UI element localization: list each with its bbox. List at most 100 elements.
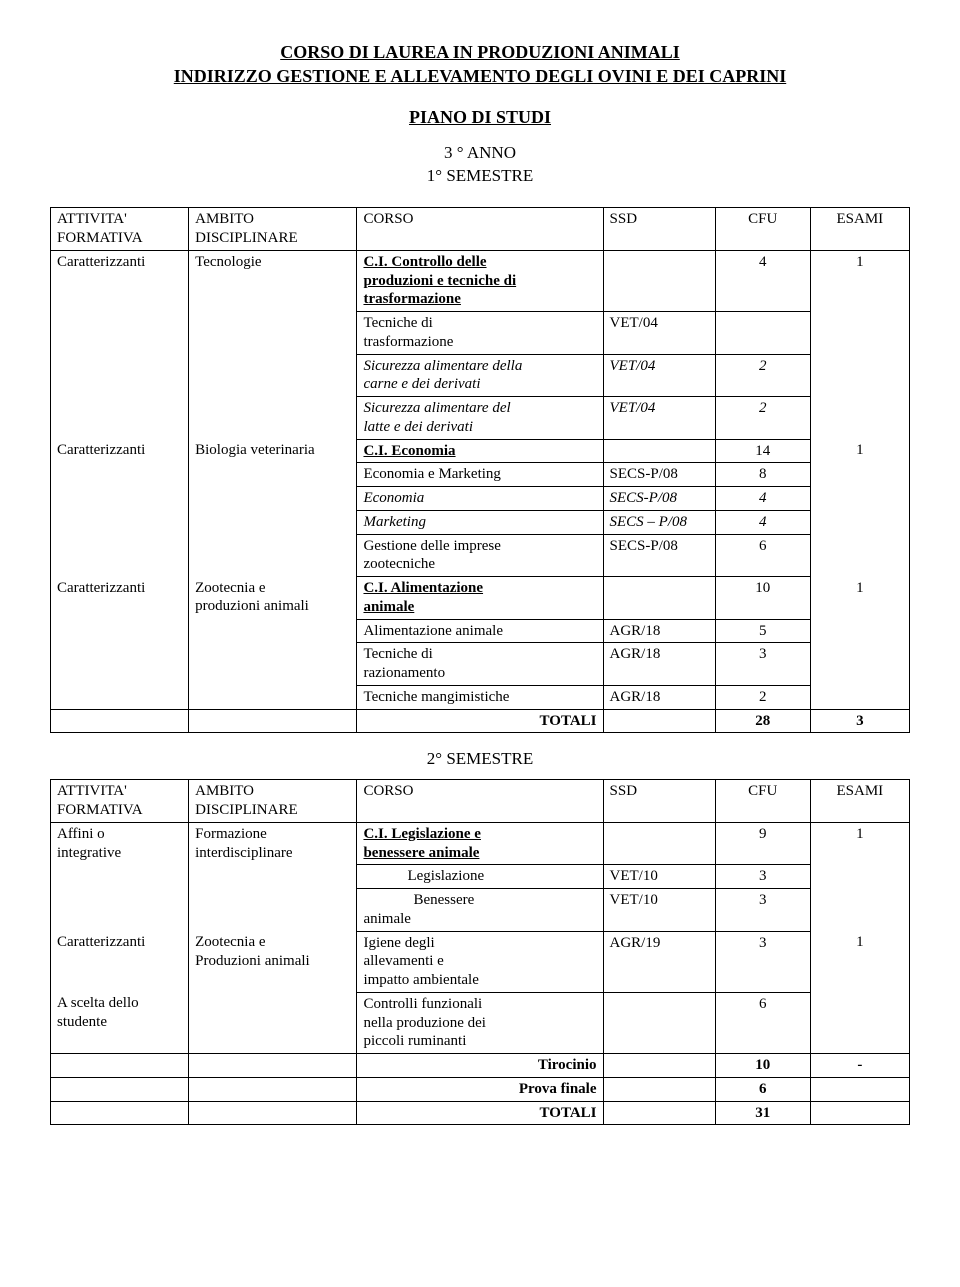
anno: 3 ° ANNO <box>50 142 910 165</box>
cell-corso: C.I. Economia <box>357 439 603 463</box>
cell-amb: Zootecnia e Produzioni animali <box>189 931 357 992</box>
piano-di-studi: PIANO DI STUDI <box>50 107 910 128</box>
cell-esami: - <box>810 1054 909 1078</box>
semestre-2: 2° SEMESTRE <box>50 749 910 769</box>
cell-ssd: SECS – P/08 <box>603 510 715 534</box>
cell-corso: Sicurezza alimentare del latte e dei der… <box>357 397 603 440</box>
table-row: Alimentazione animale AGR/18 5 <box>51 619 910 643</box>
cell-ssd: SECS-P/08 <box>603 463 715 487</box>
col-cfu: CFU <box>715 780 810 823</box>
cell-ssd <box>603 577 715 620</box>
cell-cfu: 4 <box>715 510 810 534</box>
cell-corso: Economia <box>357 487 603 511</box>
cell-cfu: 3 <box>715 643 810 686</box>
cell-cfu <box>715 312 810 355</box>
cell-ssd: VET/10 <box>603 865 715 889</box>
cell-amb: Tecnologie <box>189 250 357 311</box>
table-row: Marketing SECS – P/08 4 <box>51 510 910 534</box>
cell-ssd <box>603 250 715 311</box>
table-semestre-2: ATTIVITA' FORMATIVA AMBITO DISCIPLINARE … <box>50 779 910 1125</box>
table-row: Prova finale 6 <box>51 1077 910 1101</box>
cell-cfu: 6 <box>715 1077 810 1101</box>
table-row: Benessere animale VET/10 3 <box>51 889 910 932</box>
cell-ssd: AGR/18 <box>603 619 715 643</box>
cell-ssd: VET/04 <box>603 397 715 440</box>
table-row: Gestione delle imprese zootecniche SECS-… <box>51 534 910 577</box>
cell-att: Caratterizzanti <box>51 931 189 992</box>
col-esami: ESAMI <box>810 208 909 251</box>
cell-esami: 1 <box>810 931 909 992</box>
cell-corso: C.I. Alimentazione animale <box>357 577 603 620</box>
cell-cfu: 10 <box>715 577 810 620</box>
cell-cfu: 10 <box>715 1054 810 1078</box>
cell-att: Affini o integrative <box>51 822 189 865</box>
cell-cfu: 8 <box>715 463 810 487</box>
table-row: Legislazione VET/10 3 <box>51 865 910 889</box>
cell-cfu: 6 <box>715 992 810 1053</box>
cell-att: Caratterizzanti <box>51 577 189 620</box>
table-row: Caratterizzanti Tecnologie C.I. Controll… <box>51 250 910 311</box>
prova-finale-label: Prova finale <box>357 1077 603 1101</box>
col-ssd: SSD <box>603 780 715 823</box>
cell-corso: C.I. Controllo delle produzioni e tecnic… <box>357 250 603 311</box>
totali-cfu: 31 <box>715 1101 810 1125</box>
cell-corso: Igiene degli allevamenti e impatto ambie… <box>357 931 603 992</box>
cell-cfu: 2 <box>715 397 810 440</box>
cell-ssd: VET/10 <box>603 889 715 932</box>
col-esami: ESAMI <box>810 780 909 823</box>
semestre-1: 1° SEMESTRE <box>50 165 910 188</box>
table-row: Tecniche di trasformazione VET/04 <box>51 312 910 355</box>
cell-corso: Marketing <box>357 510 603 534</box>
cell-corso: Tecniche mangimistiche <box>357 685 603 709</box>
title-line-1: CORSO DI LAUREA IN PRODUZIONI ANIMALI <box>50 40 910 64</box>
cell-esami: 1 <box>810 577 909 620</box>
cell-cfu: 4 <box>715 487 810 511</box>
col-cfu: CFU <box>715 208 810 251</box>
col-attivita: ATTIVITA' FORMATIVA <box>51 780 189 823</box>
table-total-row: TOTALI 31 <box>51 1101 910 1125</box>
table-semestre-1: ATTIVITA' FORMATIVA AMBITO DISCIPLINARE … <box>50 207 910 733</box>
table-row: Caratterizzanti Zootecnia e produzioni a… <box>51 577 910 620</box>
table-row: Caratterizzanti Biologia veterinaria C.I… <box>51 439 910 463</box>
col-corso: CORSO <box>357 780 603 823</box>
col-ambito: AMBITO DISCIPLINARE <box>189 780 357 823</box>
cell-att: Caratterizzanti <box>51 250 189 311</box>
cell-ssd: AGR/18 <box>603 643 715 686</box>
year-block: 3 ° ANNO 1° SEMESTRE <box>50 142 910 188</box>
col-ssd: SSD <box>603 208 715 251</box>
cell-ssd: SECS-P/08 <box>603 534 715 577</box>
cell-corso: Tecniche di trasformazione <box>357 312 603 355</box>
cell-ssd <box>603 822 715 865</box>
cell-corso: Economia e Marketing <box>357 463 603 487</box>
cell-corso: Gestione delle imprese zootecniche <box>357 534 603 577</box>
table-row: A scelta dello studente Controlli funzio… <box>51 992 910 1053</box>
table-row: Caratterizzanti Zootecnia e Produzioni a… <box>51 931 910 992</box>
totali-label: TOTALI <box>357 709 603 733</box>
cell-ssd: AGR/18 <box>603 685 715 709</box>
title-line-2: INDIRIZZO GESTIONE E ALLEVAMENTO DEGLI O… <box>50 64 910 88</box>
cell-cfu: 4 <box>715 250 810 311</box>
tirocinio-label: Tirocinio <box>357 1054 603 1078</box>
cell-ssd: VET/04 <box>603 354 715 397</box>
table-row: Economia SECS-P/08 4 <box>51 487 910 511</box>
table-row: Sicurezza alimentare del latte e dei der… <box>51 397 910 440</box>
title-block: CORSO DI LAUREA IN PRODUZIONI ANIMALI IN… <box>50 40 910 187</box>
cell-amb: Biologia veterinaria <box>189 439 357 463</box>
cell-cfu: 2 <box>715 354 810 397</box>
cell-cfu: 5 <box>715 619 810 643</box>
cell-cfu: 3 <box>715 865 810 889</box>
col-attivita: ATTIVITA' FORMATIVA <box>51 208 189 251</box>
cell-ssd: AGR/19 <box>603 931 715 992</box>
col-corso: CORSO <box>357 208 603 251</box>
col-ambito: AMBITO DISCIPLINARE <box>189 208 357 251</box>
table-header-row: ATTIVITA' FORMATIVA AMBITO DISCIPLINARE … <box>51 208 910 251</box>
table-row: Sicurezza alimentare della carne e dei d… <box>51 354 910 397</box>
cell-cfu: 6 <box>715 534 810 577</box>
table-header-row: ATTIVITA' FORMATIVA AMBITO DISCIPLINARE … <box>51 780 910 823</box>
totali-label: TOTALI <box>357 1101 603 1125</box>
cell-corso: Sicurezza alimentare della carne e dei d… <box>357 354 603 397</box>
table-total-row: TOTALI 28 3 <box>51 709 910 733</box>
cell-corso: Benessere animale <box>357 889 603 932</box>
cell-att: A scelta dello studente <box>51 992 189 1053</box>
table-row: Affini o integrative Formazione interdis… <box>51 822 910 865</box>
